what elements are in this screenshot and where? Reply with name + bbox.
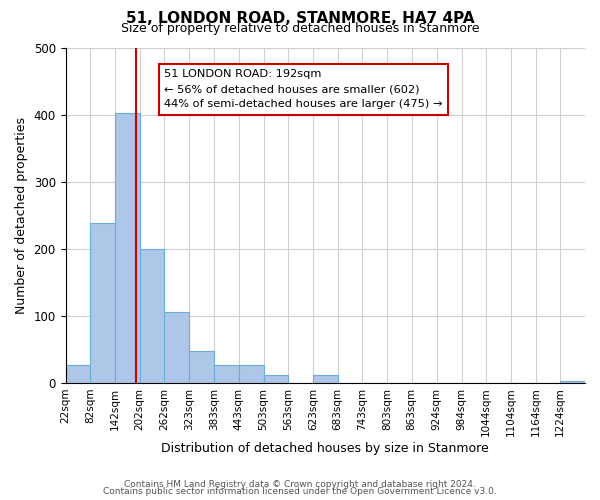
Text: 51, LONDON ROAD, STANMORE, HA7 4PA: 51, LONDON ROAD, STANMORE, HA7 4PA [125, 11, 475, 26]
Bar [263, 376, 288, 383]
Bar [239, 366, 263, 383]
Bar [313, 376, 338, 383]
Bar [115, 112, 140, 383]
X-axis label: Distribution of detached houses by size in Stanmore: Distribution of detached houses by size … [161, 442, 489, 455]
Bar [140, 250, 164, 383]
Text: Contains public sector information licensed under the Open Government Licence v3: Contains public sector information licen… [103, 487, 497, 496]
Bar [65, 364, 90, 383]
Bar [214, 366, 239, 383]
Bar [190, 350, 214, 383]
Bar [90, 223, 115, 383]
Y-axis label: Number of detached properties: Number of detached properties [15, 116, 28, 314]
Text: Size of property relative to detached houses in Stanmore: Size of property relative to detached ho… [121, 22, 479, 35]
Bar [560, 381, 585, 383]
Text: Contains HM Land Registry data © Crown copyright and database right 2024.: Contains HM Land Registry data © Crown c… [124, 480, 476, 489]
Bar [164, 312, 190, 383]
Text: 51 LONDON ROAD: 192sqm
← 56% of detached houses are smaller (602)
44% of semi-de: 51 LONDON ROAD: 192sqm ← 56% of detached… [164, 70, 443, 109]
